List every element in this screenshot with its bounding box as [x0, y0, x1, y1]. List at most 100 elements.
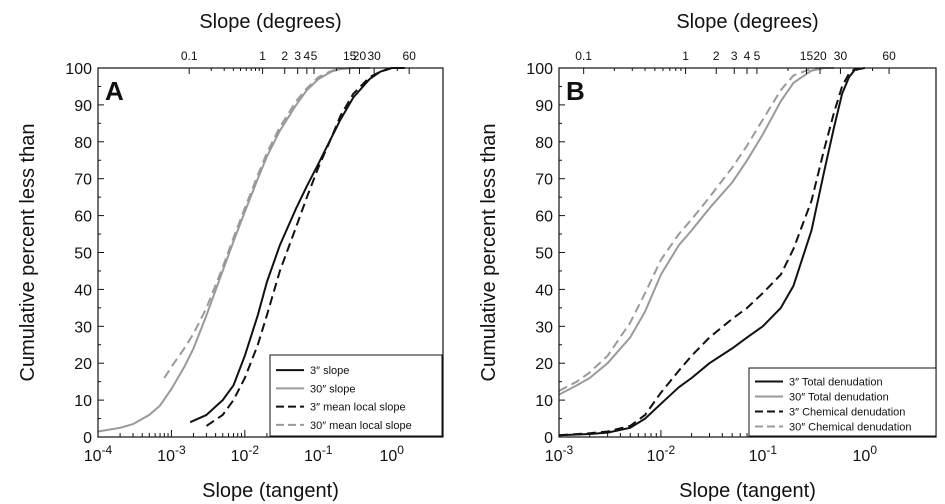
x-tick-label: 10-2 [647, 443, 676, 465]
legend-label: 3″ Chemical denudation [789, 407, 905, 419]
top-axis-tick-label: 15 [800, 49, 814, 63]
top-axis-tick-label: 2 [713, 49, 720, 63]
legend-label: 3″ slope [310, 365, 349, 377]
top-axis-tick-label: 30 [834, 49, 848, 63]
y-tick-label: 50 [535, 246, 553, 263]
series-line-2 [558, 67, 835, 396]
legend-box [748, 367, 937, 437]
x-tick-base: 10 [647, 448, 665, 465]
panel-b: 10-3 10-2 10-1 10001020304050607080901000.1… [478, 11, 937, 502]
series-line-1 [189, 67, 405, 424]
top-axis-tick-label: 5 [311, 49, 318, 63]
top-axis-tick-label: 3 [294, 49, 301, 63]
series-line-2 [97, 67, 370, 433]
x-tick-base: 10 [749, 448, 767, 465]
x-tick-exponent: 0 [397, 443, 404, 457]
x-tick-label: 100 [379, 443, 404, 465]
x-tick-base: 10 [379, 448, 397, 465]
x-tick-base: 10 [853, 448, 871, 465]
series-line-3 [558, 67, 865, 437]
y-tick-label: 40 [535, 282, 553, 299]
legend-label: 3″ Total denudation [789, 377, 883, 389]
top-axis-tick-label: 0.1 [575, 49, 592, 63]
top-axis-tick-label: 4 [744, 49, 751, 63]
legend-label: 30″ slope [310, 383, 355, 395]
x-tick-label: 10-1 [304, 443, 333, 465]
legend: 3″ Total denudation 30″ Total denudation 3… [748, 367, 937, 437]
x-tick-base: 10 [84, 448, 102, 465]
x-tick-exponent: -1 [322, 443, 333, 457]
y-tick-label: 0 [544, 430, 553, 447]
y-tick-label: 80 [74, 135, 92, 152]
x-tick-label: 10-3 [157, 443, 186, 465]
x-tick-exponent: 0 [870, 443, 877, 457]
top-axis-tick-label: 60 [882, 49, 896, 63]
y-tick-label: 60 [535, 209, 553, 226]
y-tick-label: 0 [83, 430, 92, 447]
x-tick-base: 10 [545, 448, 563, 465]
top-axis-tick-label: 20 [353, 49, 367, 63]
x-tick-base: 10 [157, 448, 175, 465]
x-tick-exponent: -2 [248, 443, 259, 457]
x-tick-label: 10-1 [749, 443, 778, 465]
y-axis-title: Cumulative percent less than [17, 124, 39, 382]
top-axis-tick-label: 15 [343, 49, 357, 63]
y-tick-label: 70 [74, 172, 92, 189]
y-tick-label: 90 [74, 98, 92, 115]
x-tick-base: 10 [231, 448, 249, 465]
top-axis-tick-label: 20 [813, 49, 827, 63]
y-tick-label: 100 [65, 61, 92, 78]
top-axis-tick-label: 1 [682, 49, 689, 63]
y-tick-label: 100 [526, 61, 553, 78]
top-axis-tick-label: 60 [403, 49, 417, 63]
x-tick-exponent: -2 [664, 443, 675, 457]
y-tick-label: 60 [74, 209, 92, 226]
x-tick-exponent: -3 [563, 443, 574, 457]
y-tick-label: 30 [535, 319, 553, 336]
x-tick-label: 100 [853, 443, 878, 465]
y-tick-label: 20 [74, 356, 92, 373]
top-axis-tick-label: 2 [281, 49, 288, 63]
top-axis-tick-label: 0.1 [181, 49, 198, 63]
x-tick-label: 10-3 [545, 443, 574, 465]
top-axis-tick-label: 1 [259, 49, 266, 63]
top-axis-tick-label: 3 [731, 49, 738, 63]
legend-label: 3″ mean local slope [310, 402, 406, 414]
y-tick-label: 10 [535, 393, 553, 410]
x-tick-label: 10-4 [84, 443, 113, 465]
top-axis-tick-label: 30 [367, 49, 381, 63]
top-axis-title: Slope (degrees) [199, 11, 341, 33]
y-tick-label: 30 [74, 319, 92, 336]
legend-label: 30″ mean local slope [310, 420, 412, 432]
y-tick-label: 50 [74, 246, 92, 263]
x-axis-title: Slope (tangent) [679, 480, 816, 502]
panel-a: 10-4 10-3 10-2 10-1 100010203040506070809010… [17, 11, 444, 502]
x-tick-exponent: -3 [175, 443, 186, 457]
x-tick-label: 10-2 [231, 443, 260, 465]
legend-label: 30″ Total denudation [789, 392, 889, 404]
top-axis-title: Slope (degrees) [676, 11, 818, 33]
series-line-4 [558, 67, 825, 392]
top-axis-tick-label: 5 [754, 49, 761, 63]
legend-box [269, 354, 443, 437]
legend: 3″ slope 30″ slope 3″ mean local slope 30″ … [269, 354, 443, 437]
y-axis-title: Cumulative percent less than [478, 124, 500, 382]
y-tick-label: 90 [535, 98, 553, 115]
y-tick-label: 20 [535, 356, 553, 373]
y-tick-label: 40 [74, 282, 92, 299]
panel-letter: B [566, 76, 585, 106]
x-tick-base: 10 [304, 448, 322, 465]
x-tick-exponent: -1 [766, 443, 777, 457]
x-tick-exponent: -4 [102, 443, 113, 457]
top-axis-tick-label: 4 [304, 49, 311, 63]
series-line-1 [558, 67, 865, 437]
legend-label: 30″ Chemical denudation [789, 422, 912, 434]
y-tick-label: 70 [535, 172, 553, 189]
x-axis-title: Slope (tangent) [202, 480, 339, 502]
panel-letter: A [105, 76, 124, 106]
series-line-3 [205, 67, 405, 427]
series-line-4 [163, 67, 370, 379]
y-tick-label: 80 [535, 135, 553, 152]
y-tick-label: 10 [74, 393, 92, 410]
